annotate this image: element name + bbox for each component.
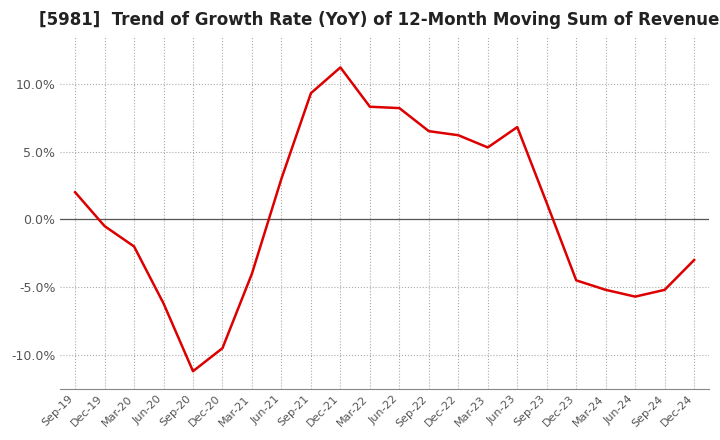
Title: [5981]  Trend of Growth Rate (YoY) of 12-Month Moving Sum of Revenues: [5981] Trend of Growth Rate (YoY) of 12-… [40, 11, 720, 29]
